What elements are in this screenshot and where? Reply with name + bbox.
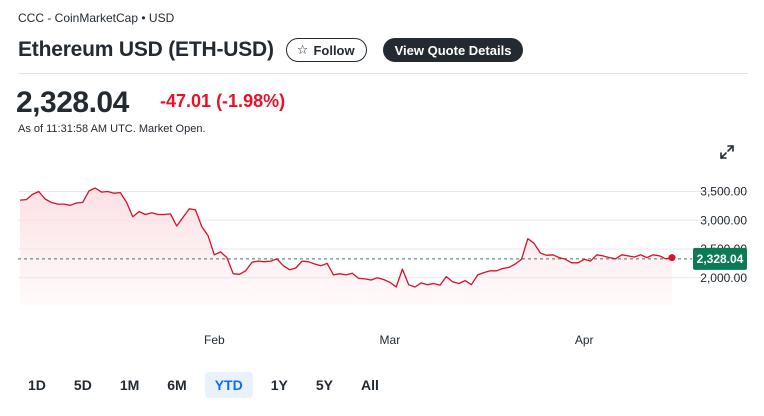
- x-tick-label: Feb: [204, 333, 225, 347]
- price-tag: [693, 247, 747, 270]
- y-tick-label: 3,000.00: [700, 213, 747, 227]
- range-button-1d[interactable]: 1D: [28, 377, 46, 393]
- price-chart[interactable]: 2,000.002,500.003,000.003,500.00 FebMarA…: [0, 160, 764, 360]
- area-fill: [20, 188, 672, 305]
- change-value: -47.01: [160, 91, 212, 111]
- price-tag-label: 2,328.04: [697, 252, 744, 266]
- last-point: [668, 254, 676, 262]
- divider: [18, 73, 748, 74]
- range-button-1m[interactable]: 1M: [119, 377, 140, 393]
- range-button-6m[interactable]: 6M: [167, 377, 187, 393]
- x-tick-label: Mar: [380, 333, 401, 347]
- range-selector: 1D 5D 1M 6M YTD 1Y 5Y All: [18, 372, 397, 398]
- range-button-ytd[interactable]: YTD: [204, 372, 253, 398]
- y-tick-label: 2,000.00: [700, 271, 747, 285]
- range-button-5d[interactable]: 5D: [73, 377, 92, 393]
- range-button-all[interactable]: All: [360, 377, 379, 393]
- change-percent: (-1.98%): [216, 91, 286, 111]
- as-of-timestamp: As of 11:31:58 AM UTC. Market Open.: [18, 123, 206, 135]
- follow-button[interactable]: ☆ Follow: [285, 38, 367, 62]
- price-change: -47.01 (-1.98%): [160, 91, 285, 112]
- current-price: 2,328.04: [16, 86, 129, 119]
- x-tick-label: Apr: [575, 333, 594, 347]
- page-title: Ethereum USD (ETH-USD): [18, 38, 274, 61]
- expand-icon[interactable]: [718, 143, 736, 161]
- source-line: CCC - CoinMarketCap • USD: [18, 11, 175, 25]
- range-button-1y[interactable]: 1Y: [270, 377, 288, 393]
- follow-label: Follow: [313, 42, 355, 58]
- view-quote-details-button[interactable]: View Quote Details: [382, 38, 524, 62]
- star-icon: ☆: [296, 42, 309, 57]
- y-tick-label: 3,500.00: [700, 185, 747, 199]
- title-row: Ethereum USD (ETH-USD) ☆ Follow View Quo…: [18, 36, 524, 64]
- range-button-5y[interactable]: 5Y: [315, 377, 333, 393]
- price-line: [19, 187, 673, 288]
